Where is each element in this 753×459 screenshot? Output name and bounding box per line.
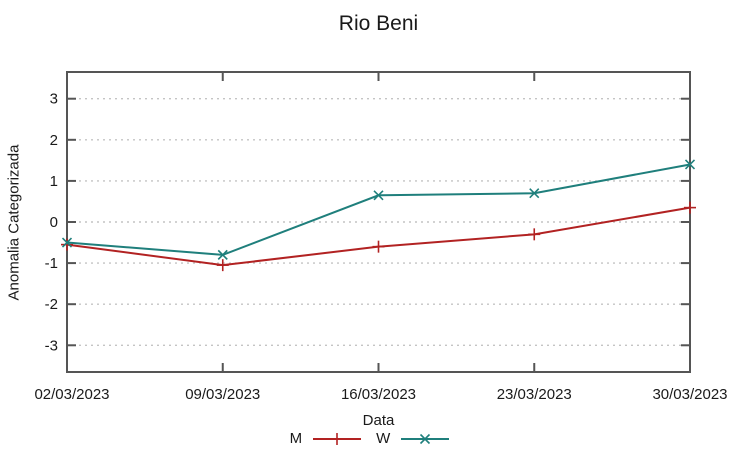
data-point-marker-plus	[528, 228, 541, 241]
x-tick-label: 30/03/2023	[652, 386, 727, 403]
y-tick-label: 0	[50, 214, 58, 231]
series-line-M	[66, 206, 691, 267]
data-point-marker-cross	[61, 237, 73, 248]
data-point-marker-plus	[331, 432, 344, 445]
legend-label-w: W	[376, 430, 391, 447]
data-point-marker-cross	[217, 249, 228, 260]
legend-item-m: M	[290, 430, 363, 447]
data-point-marker-cross	[529, 188, 540, 199]
y-tick-label: -2	[45, 296, 58, 313]
data-point-marker-plus	[372, 240, 385, 253]
y-axis-label: Anomalia Categorizada	[5, 144, 23, 301]
data-point-marker-plus	[684, 201, 696, 214]
data-point-marker-plus	[61, 238, 73, 251]
legend: M W	[0, 430, 740, 447]
data-point-marker-plus	[216, 259, 229, 272]
x-tick-label: 23/03/2023	[497, 386, 572, 403]
data-point-marker-cross	[420, 433, 431, 444]
y-tick-label: 1	[50, 173, 58, 190]
legend-line-sample-w	[401, 433, 450, 444]
chart-title: Rio Beni	[338, 12, 419, 35]
data-point-marker-cross	[373, 190, 384, 201]
legend-item-w: W	[376, 430, 450, 447]
data-point-marker-cross	[684, 159, 696, 170]
legend-line-sample-m	[313, 432, 362, 445]
x-tick-label: 09/03/2023	[185, 386, 260, 403]
y-tick-label: -3	[45, 337, 58, 354]
x-tick-label: 16/03/2023	[341, 386, 416, 403]
y-tick-label: -1	[45, 255, 58, 272]
legend-label-m: M	[289, 430, 303, 447]
y-tick-label: 2	[50, 132, 58, 149]
x-tick-label: 02/03/2023	[34, 386, 109, 403]
x-axis-label: Data	[362, 412, 395, 429]
y-tick-label: 3	[50, 91, 58, 108]
